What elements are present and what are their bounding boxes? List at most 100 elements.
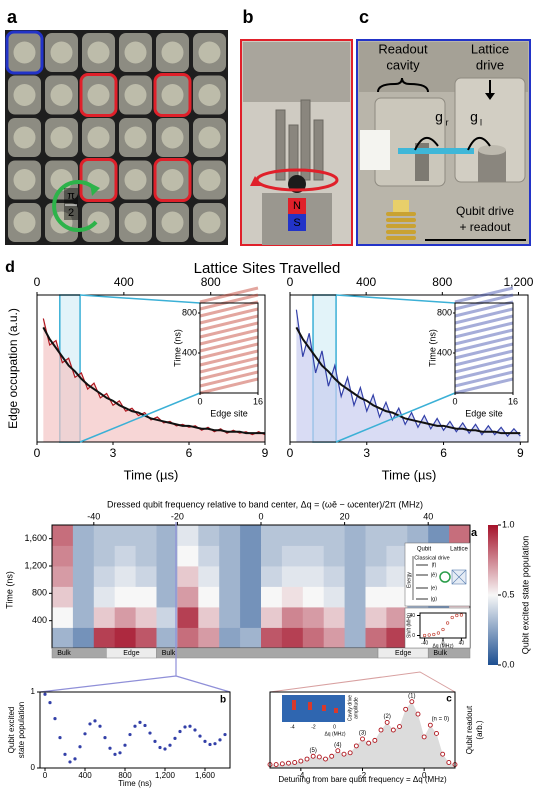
- coil: [386, 230, 416, 234]
- x-tick-label: 800: [118, 771, 132, 780]
- point: [409, 699, 415, 705]
- arrow-head: [485, 93, 495, 100]
- heatmap-cell: [219, 525, 241, 546]
- point: [183, 725, 187, 729]
- label: Classical drive: [414, 555, 449, 561]
- coupling-loop: [439, 571, 451, 583]
- heatmap-cell: [344, 566, 366, 587]
- heatmap-cell: [386, 566, 408, 587]
- heatmap-cell: [114, 525, 136, 546]
- label: |e⟩: [431, 584, 438, 591]
- coil: [386, 224, 416, 228]
- inset-y-label: Time (ns): [172, 329, 182, 367]
- label: Readout: [378, 41, 428, 56]
- label: + readout: [459, 220, 511, 234]
- inset-tick-label: 0: [333, 724, 336, 730]
- bracket: [377, 77, 429, 93]
- heatmap-cell: [449, 525, 471, 546]
- heatmap-cell: [302, 607, 325, 628]
- heatmap-cell: [198, 525, 220, 546]
- point: [138, 720, 142, 725]
- colorbar-tick-label: 1.0: [502, 519, 515, 529]
- magnet-south: [288, 214, 306, 231]
- y-axis-label: Qubit readout: [465, 705, 474, 754]
- x2-tick-label: 400: [356, 275, 376, 289]
- region-label: Edge: [395, 650, 411, 657]
- white-block: [360, 130, 390, 170]
- point: [93, 719, 97, 723]
- heatmap-cell: [93, 607, 116, 628]
- point: [384, 719, 390, 725]
- heatmap-cell: [72, 525, 95, 546]
- y-tick-label: 1,600: [24, 533, 47, 543]
- x-axis-label: Time (µs): [382, 467, 437, 482]
- panel-label: b: [243, 7, 254, 27]
- heatmap-cell: [219, 607, 241, 628]
- inset-stripe: [454, 293, 514, 311]
- heatmap-cell: [323, 525, 345, 546]
- heatmap-cell: [281, 627, 304, 649]
- point: [203, 739, 207, 744]
- panel-label: d: [5, 259, 15, 276]
- qubit-chip: [398, 148, 474, 154]
- heatmap-cell: [52, 545, 74, 567]
- heatmap-cell: [219, 627, 241, 649]
- inset-blob: [292, 700, 296, 710]
- cavity-post: [198, 84, 221, 106]
- heatmap-cell: [365, 545, 387, 567]
- cavity-post: [198, 126, 221, 149]
- inset-bg: [200, 303, 258, 393]
- point: [128, 732, 132, 737]
- point: [193, 728, 197, 732]
- heatmap-cell: [261, 607, 283, 628]
- point: [103, 736, 107, 740]
- point: [73, 757, 77, 761]
- point: [58, 736, 62, 740]
- point: [63, 752, 67, 756]
- point: [108, 746, 112, 750]
- point: [208, 742, 212, 747]
- point: [316, 754, 322, 760]
- heatmap-cell: [219, 566, 241, 587]
- x-tick-label: 40: [459, 640, 465, 646]
- inset-stripe: [454, 370, 514, 388]
- y-axis-label: state population: [17, 702, 26, 759]
- x-tick-label: 0: [442, 640, 445, 646]
- point: [213, 742, 217, 746]
- inset-stripe: [454, 342, 514, 360]
- peak-label: (3): [359, 731, 366, 737]
- cavity-post: [124, 126, 147, 149]
- plot-frame: [269, 691, 456, 769]
- inset-y-tick-label: 400: [182, 347, 197, 357]
- x-tick-label: 0: [43, 771, 48, 780]
- point: [441, 627, 445, 632]
- post: [313, 119, 324, 181]
- heatmap-cell: [52, 525, 74, 546]
- point: [168, 743, 172, 747]
- cavity-post: [87, 211, 110, 234]
- y-tick-label: 1: [31, 687, 36, 696]
- x-tick-label: 0: [34, 446, 41, 460]
- x2-tick-label: 800: [432, 275, 452, 289]
- point: [133, 724, 137, 728]
- fraction-bg: [64, 188, 78, 220]
- point: [347, 750, 353, 756]
- point: [427, 722, 433, 728]
- x-tick-label: 0: [258, 511, 263, 521]
- point: [273, 762, 279, 767]
- heatmap-cell: [302, 566, 325, 587]
- point: [366, 740, 372, 746]
- label: Lattice: [450, 547, 468, 553]
- cavity-post: [13, 126, 36, 149]
- label: 2: [68, 207, 74, 219]
- plot-frame: [39, 691, 231, 769]
- label: g: [470, 109, 478, 125]
- label: S: [293, 217, 300, 229]
- label: |ē⟩: [431, 571, 438, 578]
- point: [223, 732, 227, 737]
- point: [68, 760, 72, 764]
- coil: [386, 218, 416, 222]
- highlight-box: [153, 158, 192, 202]
- zoom-line: [80, 294, 201, 304]
